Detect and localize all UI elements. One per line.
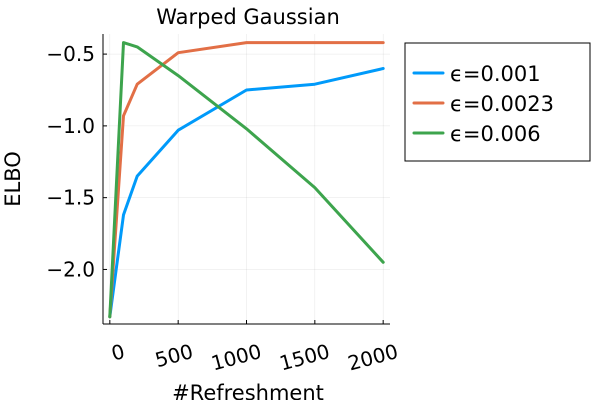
y-ticks: −2.0 −1.5 −1.0 −0.5: [46, 42, 107, 281]
y-axis-title: ELBO: [1, 151, 25, 207]
chart-title: Warped Gaussian: [156, 5, 340, 29]
x-axis-title: #Refreshment: [172, 381, 324, 400]
x-tick-label: 0: [109, 339, 128, 365]
series-line-1: [108, 67, 385, 319]
y-tick-label: −1.5: [46, 186, 95, 210]
series-line-2: [108, 41, 385, 319]
x-tick-label: 500: [153, 339, 196, 372]
x-tick-label: 2000: [345, 339, 400, 375]
series-line-3: [108, 41, 385, 319]
y-tick-label: −1.0: [46, 114, 95, 138]
series-group: [108, 41, 385, 319]
x-tick-label: 1500: [277, 339, 332, 375]
y-tick-label: −0.5: [46, 42, 95, 66]
legend-label-3: ϵ=0.006: [450, 122, 541, 146]
x-tick-label: 1000: [209, 339, 264, 375]
x-ticks: 0 500 1000 1500 2000: [109, 320, 401, 375]
legend-label-2: ϵ=0.0023: [450, 92, 554, 116]
legend: ϵ=0.001 ϵ=0.0023 ϵ=0.006: [404, 42, 591, 162]
legend-label-1: ϵ=0.001: [450, 62, 541, 86]
y-tick-label: −2.0: [46, 257, 95, 281]
grid: [103, 34, 390, 324]
